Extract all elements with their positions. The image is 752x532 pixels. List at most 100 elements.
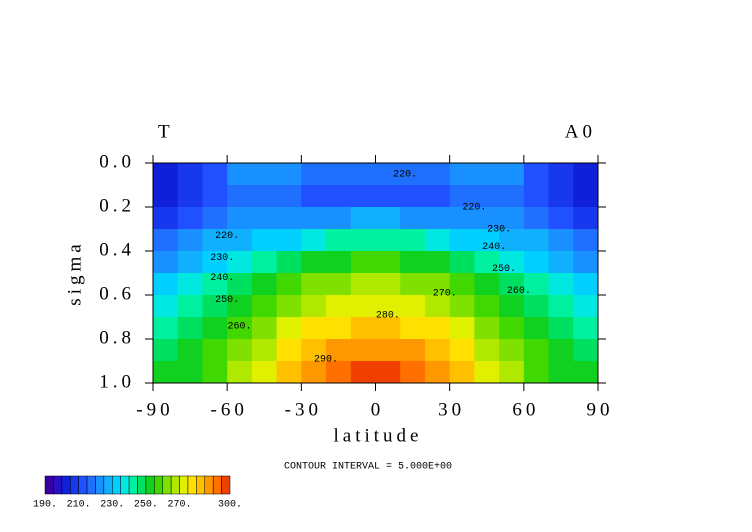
chart-title: T — [158, 121, 174, 142]
field-cell — [474, 163, 500, 186]
field-cell — [548, 185, 574, 208]
field-cell — [424, 251, 451, 274]
field-cell — [350, 317, 376, 340]
contour-label: 240. — [482, 242, 506, 253]
contour-label: 260. — [507, 286, 531, 297]
y-tick-label: 0.6 — [99, 283, 135, 304]
field-cell — [301, 207, 327, 230]
field-cell — [548, 163, 574, 186]
field-cell — [326, 339, 352, 362]
field-cell — [449, 163, 475, 186]
field-cell — [227, 273, 253, 296]
field-cell — [523, 185, 550, 208]
field-cell — [548, 273, 574, 296]
field-cell — [350, 295, 376, 318]
field-cell — [548, 251, 574, 274]
field-cell — [251, 163, 278, 186]
field-cell — [177, 185, 203, 208]
field-cell — [350, 229, 376, 252]
field-cell — [573, 229, 599, 252]
field-cell — [499, 273, 525, 296]
contour-label: 260. — [228, 321, 252, 332]
colorbar-box — [86, 475, 96, 495]
x-tick-label: 60 — [512, 399, 539, 420]
field-cell — [424, 185, 451, 208]
field-cell — [375, 361, 401, 384]
field-cell — [474, 361, 500, 384]
field-cell — [177, 251, 203, 274]
field-cell — [276, 295, 302, 318]
field-cell — [153, 207, 179, 230]
field-cell — [350, 361, 376, 384]
colorbar-box — [69, 475, 79, 495]
field-cell — [202, 339, 228, 362]
field-cell — [326, 361, 352, 384]
contour-label: 240. — [210, 273, 234, 284]
field-cell — [499, 361, 525, 384]
colorbar-box — [154, 475, 163, 495]
field-cell — [350, 273, 376, 296]
colorbar-tick-label: 250. — [134, 500, 158, 511]
field-cell — [153, 185, 179, 208]
field-cell — [449, 361, 475, 384]
field-cell — [424, 207, 451, 230]
field-cell — [474, 339, 500, 362]
y-tick-label: 0.4 — [99, 239, 135, 260]
field-cell — [301, 339, 327, 362]
field-cell — [449, 295, 475, 318]
field-cell — [548, 317, 574, 340]
field-cell — [251, 185, 278, 208]
field-cell — [474, 185, 500, 208]
contour-label: 270. — [433, 288, 457, 299]
contour-label: 220. — [393, 170, 417, 181]
field-cell — [227, 185, 253, 208]
field-cell — [474, 295, 500, 318]
field-cell — [548, 339, 574, 362]
y-tick-label: 1.0 — [99, 371, 135, 392]
field-cell — [276, 361, 302, 384]
x-tick-label: -90 — [136, 399, 173, 420]
field-cell — [251, 317, 278, 340]
field-cell — [251, 295, 278, 318]
field-cell — [523, 361, 550, 384]
x-tick-label: -30 — [285, 399, 322, 420]
field-cell — [573, 339, 599, 362]
colorbar-box — [112, 475, 121, 495]
field-cell — [499, 163, 525, 186]
field-cell — [350, 339, 376, 362]
colorbar-box — [170, 475, 180, 495]
colorbar-box — [212, 475, 222, 495]
field-cell — [177, 339, 203, 362]
field-cell — [276, 339, 302, 362]
contour-label: 230. — [487, 225, 511, 236]
colorbar-box — [204, 475, 214, 495]
field-cell — [474, 273, 500, 296]
field-cell — [251, 339, 278, 362]
field-cell — [449, 273, 475, 296]
field-cell — [499, 185, 525, 208]
field-cell — [400, 251, 426, 274]
contour-label: 250. — [215, 295, 239, 306]
colorbar-box — [53, 475, 63, 495]
colorbar-box — [103, 475, 113, 495]
field-cell — [548, 295, 574, 318]
field-cell — [177, 317, 203, 340]
field-cell — [251, 273, 278, 296]
colorbar-tick-label: 210. — [67, 500, 91, 511]
field-cell — [153, 361, 179, 384]
field-cell — [177, 163, 203, 186]
field-cell — [202, 273, 228, 296]
field-cell — [251, 361, 278, 384]
field-cell — [449, 185, 475, 208]
field-cell — [202, 163, 228, 186]
y-axis-label: sigma — [64, 240, 85, 305]
colorbar-tick-label: 230. — [100, 500, 124, 511]
field-cell — [301, 273, 327, 296]
field-cell — [424, 361, 451, 384]
field-cell — [424, 229, 451, 252]
x-axis-label: latitude — [334, 425, 423, 446]
field-cell — [177, 207, 203, 230]
chart-subtitle: A0 — [565, 121, 596, 142]
field-cell — [573, 251, 599, 274]
